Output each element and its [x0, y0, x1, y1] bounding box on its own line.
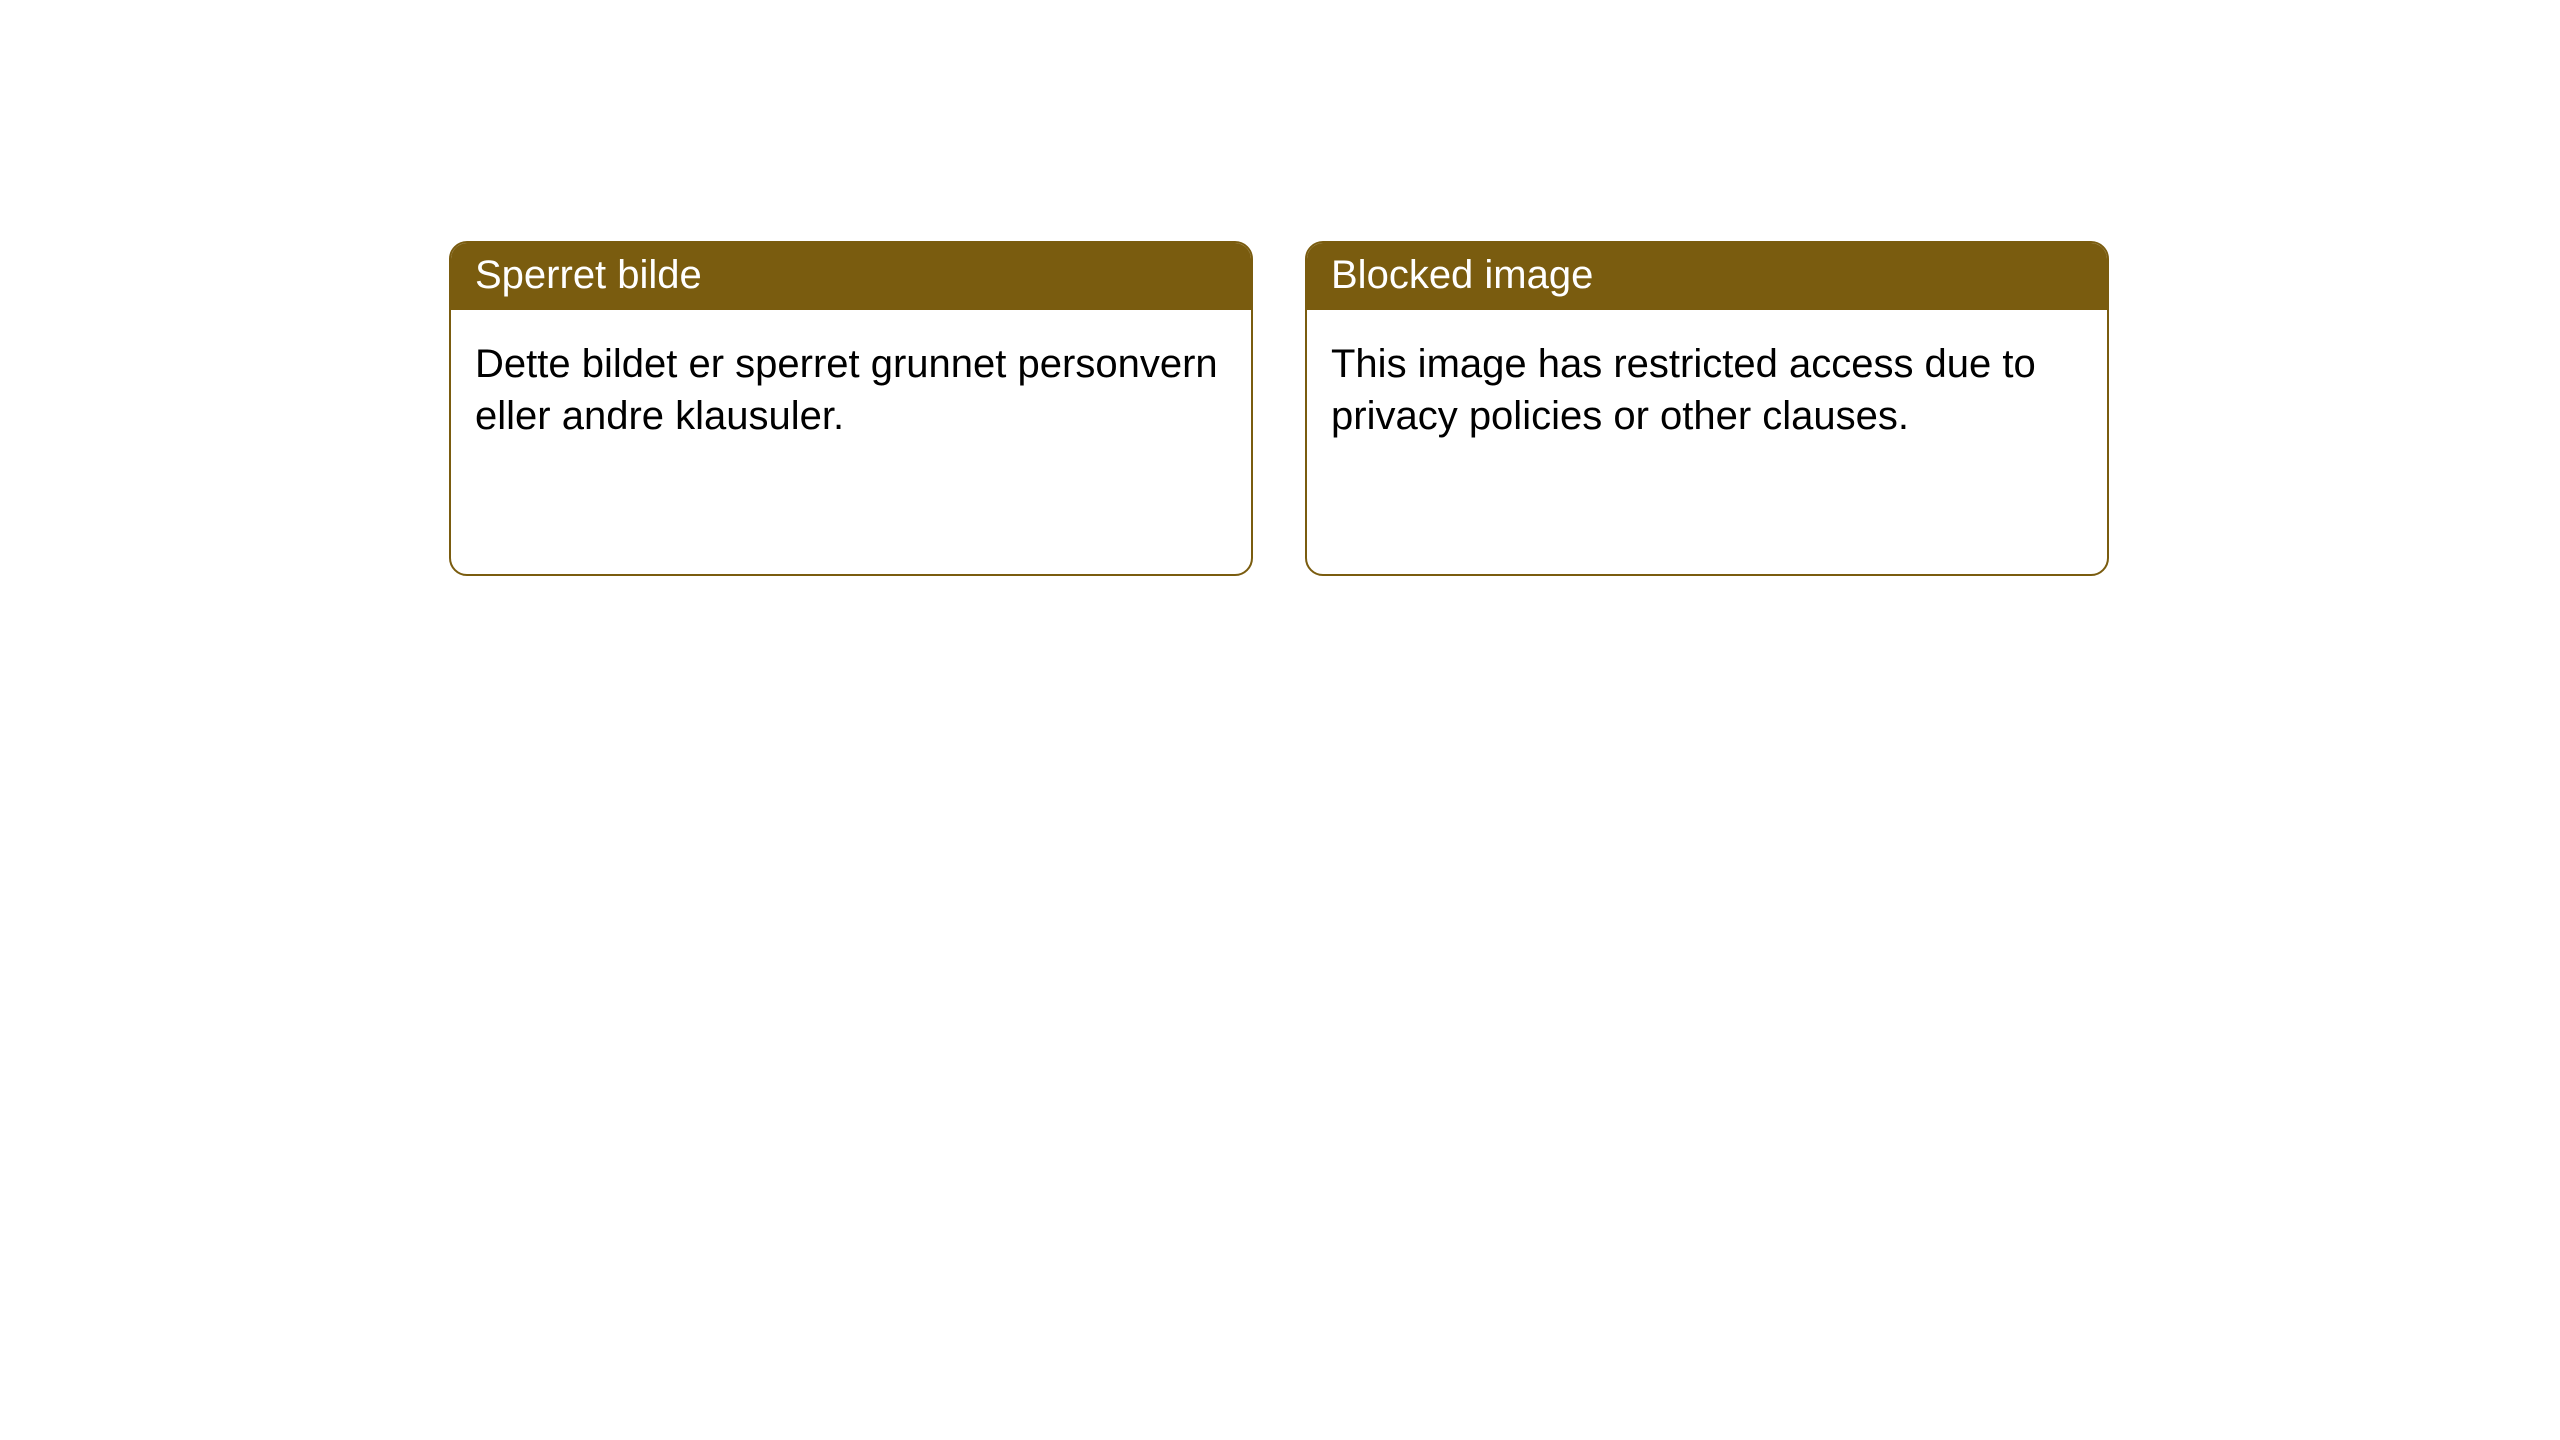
notice-body: This image has restricted access due to …: [1307, 310, 2107, 470]
notice-title: Sperret bilde: [475, 253, 702, 297]
notice-card-english: Blocked image This image has restricted …: [1305, 241, 2109, 576]
notice-card-norwegian: Sperret bilde Dette bildet er sperret gr…: [449, 241, 1253, 576]
notice-header: Sperret bilde: [451, 243, 1251, 310]
notice-body: Dette bildet er sperret grunnet personve…: [451, 310, 1251, 470]
notice-message: Dette bildet er sperret grunnet personve…: [475, 342, 1218, 438]
notice-title: Blocked image: [1331, 253, 1593, 297]
notice-message: This image has restricted access due to …: [1331, 342, 2036, 438]
notice-header: Blocked image: [1307, 243, 2107, 310]
notice-container: Sperret bilde Dette bildet er sperret gr…: [449, 241, 2109, 576]
